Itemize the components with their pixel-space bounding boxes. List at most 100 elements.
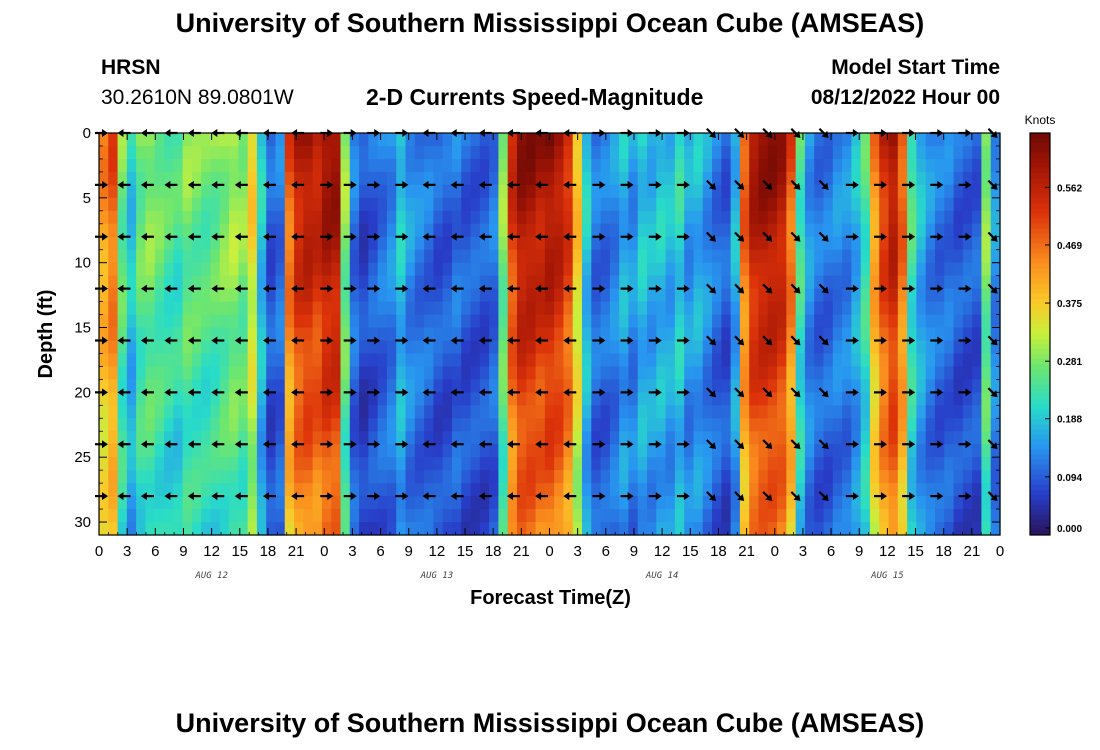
heatmap-cell: [247, 275, 258, 290]
heatmap-cell: [526, 431, 537, 445]
heatmap-cell: [414, 184, 425, 199]
heatmap-cell: [340, 223, 351, 238]
current-arrow: [234, 388, 248, 397]
heatmap-cell: [953, 483, 964, 497]
heatmap-cell: [266, 223, 277, 238]
heatmap-cell: [544, 509, 555, 523]
heatmap-cell: [461, 158, 472, 173]
heatmap-cell: [219, 301, 230, 316]
heatmap-cell: [739, 145, 750, 160]
heatmap-cell: [136, 275, 147, 290]
heatmap-cell: [99, 483, 109, 497]
heatmap-cell: [962, 288, 973, 303]
heatmap-cell: [359, 431, 369, 445]
heatmap-cell: [516, 470, 527, 484]
heatmap-cell: [145, 431, 156, 445]
heatmap-cell: [535, 327, 546, 342]
heatmap-cell: [191, 262, 202, 277]
current-arrow: [648, 232, 662, 241]
x-tick-label: 9: [405, 543, 413, 560]
heatmap-cell: [498, 522, 509, 536]
heatmap-cell: [173, 405, 184, 419]
heatmap-cell: [433, 392, 444, 406]
heatmap-cell: [851, 483, 862, 497]
heatmap-cell: [340, 301, 351, 316]
colorbar-segment: [1030, 273, 1050, 280]
heatmap-cell: [684, 522, 695, 536]
heatmap-cell: [470, 262, 481, 277]
heatmap-cell: [349, 392, 360, 406]
heatmap-cell: [461, 288, 472, 303]
heatmap-cell: [767, 418, 778, 432]
current-arrow: [620, 232, 634, 241]
heatmap-cell: [702, 392, 713, 406]
colorbar-tick-label: 0.469: [1057, 241, 1082, 252]
heatmap-cell: [702, 483, 713, 497]
heatmap-cell: [535, 210, 546, 225]
heatmap-cell: [479, 145, 490, 160]
heatmap-cell: [944, 184, 955, 199]
heatmap-cell: [869, 197, 880, 212]
heatmap-cell: [507, 301, 518, 316]
heatmap-cell: [869, 340, 880, 355]
heatmap-cell: [340, 158, 351, 173]
colorbar-segment: [1030, 359, 1050, 365]
heatmap-cell: [256, 275, 267, 290]
current-arrow: [987, 283, 998, 294]
heatmap-cell: [619, 379, 630, 393]
current-arrow: [187, 492, 201, 501]
colorbar-segment: [1030, 419, 1050, 425]
colorbar-segment: [1030, 283, 1050, 290]
heatmap-cell: [275, 288, 286, 303]
heatmap-cell: [182, 431, 193, 445]
heatmap-cell: [405, 327, 416, 342]
heatmap-cell: [229, 262, 239, 277]
heatmap-cell: [665, 470, 676, 484]
heatmap-cell: [321, 184, 332, 199]
heatmap-cell: [619, 288, 630, 303]
heatmap-cell: [897, 470, 908, 484]
heatmap-cell: [377, 392, 388, 406]
heatmap-cell: [888, 470, 899, 484]
heatmap-cell: [684, 249, 695, 264]
heatmap-cell: [99, 353, 109, 368]
colorbar-segment: [1030, 228, 1050, 235]
heatmap-cell: [210, 431, 221, 445]
heatmap-cell: [619, 457, 630, 471]
heatmap-cell: [944, 327, 955, 342]
heatmap-cell: [619, 133, 630, 147]
heatmap-cell: [572, 405, 583, 419]
heatmap-cell: [396, 418, 407, 432]
heatmap-cell: [888, 444, 899, 458]
heatmap-cell: [628, 327, 639, 342]
heatmap-cell: [461, 314, 472, 329]
current-arrow: [187, 232, 201, 241]
heatmap-cell: [786, 314, 797, 329]
heatmap-cell: [405, 301, 416, 316]
heatmap-cell: [749, 457, 760, 471]
heatmap-cell: [516, 133, 527, 147]
heatmap-cell: [535, 249, 546, 264]
heatmap-cell: [767, 470, 778, 484]
heatmap-cell: [804, 392, 815, 406]
heatmap-cell: [684, 470, 695, 484]
heatmap-cell: [721, 262, 732, 277]
heatmap-cell: [526, 470, 537, 484]
heatmap-cell: [739, 366, 750, 380]
heatmap-cell: [916, 366, 927, 380]
heatmap-cell: [349, 418, 360, 432]
heatmap-cell: [860, 392, 871, 406]
heatmap-cell: [795, 184, 806, 199]
heatmap-cell: [600, 353, 611, 368]
heatmap-cell: [832, 249, 843, 264]
heatmap-cell: [554, 133, 565, 147]
heatmap-cell: [693, 249, 704, 264]
heatmap-cell: [526, 275, 537, 290]
heatmap-cell: [516, 444, 527, 458]
heatmap-cell: [247, 158, 258, 173]
heatmap-cell: [145, 418, 156, 432]
current-arrow: [422, 336, 436, 345]
heatmap-cell: [860, 249, 871, 264]
heatmap-cell: [154, 366, 165, 380]
heatmap-cell: [191, 392, 202, 406]
